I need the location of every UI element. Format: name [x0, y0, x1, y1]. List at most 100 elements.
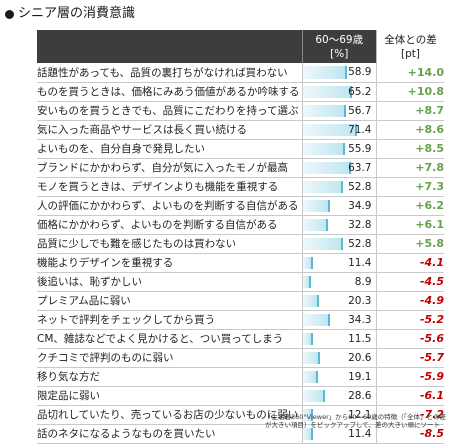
value-bar	[302, 351, 320, 364]
value-bar	[302, 370, 319, 383]
row-bar-cell: 11.5	[301, 329, 376, 349]
row-diff: +7.3	[375, 177, 444, 197]
row-bar-cell: 12.1	[301, 405, 376, 425]
row-diff: -8.5	[375, 424, 444, 444]
table-row: 移り気な方だ 19.1 -5.9	[37, 367, 444, 387]
row-label: 品切れしていたり、売っているお店の少ないものに弱い	[37, 405, 302, 425]
row-label: プレミアム品に弱い	[37, 291, 302, 311]
row-bar-cell: 52.8	[301, 234, 376, 254]
value-bar	[302, 237, 344, 250]
row-diff: +8.5	[375, 139, 444, 159]
row-value: 8.9	[354, 275, 372, 288]
table-row: 価格にかかわらず、よいものを判断する自信がある 32.8 +6.1	[37, 215, 444, 235]
page-title: シニア層の消費意識	[5, 3, 135, 25]
row-value: 58.9	[348, 66, 372, 78]
page-title-text: シニア層の消費意識	[18, 6, 136, 21]
table-row: ブランドにかかわらず、自分が気に入ったモノが最高 63.7 +7.8	[37, 158, 444, 178]
table-row: 安いものを買うときでも、品質にこだわりを持って選ぶ 56.7 +8.7	[37, 101, 444, 121]
table-row: 品質に少しでも難を感じたものは買わない 52.8 +5.8	[37, 234, 444, 254]
value-bar	[302, 180, 344, 193]
row-label: よいものを、自分自身で発見したい	[37, 139, 302, 159]
table-row: クチコミで評判のものに弱い 20.6 -5.7	[37, 348, 444, 368]
value-bar	[302, 199, 330, 212]
header-age-unit: [%]	[330, 47, 349, 60]
row-diff: -6.1	[375, 386, 444, 406]
row-label: ブランドにかかわらず、自分が気に入ったモノが最高	[37, 158, 302, 178]
row-diff: +14.0	[375, 63, 444, 83]
row-label: CM、雑誌などでよく見かけると、つい買ってしまう	[37, 329, 302, 349]
value-bar	[302, 218, 329, 231]
table-header-row: 60～69歳 [%] 全体との差 [pt]	[37, 30, 444, 63]
row-bar-cell: 65.2	[301, 82, 376, 102]
row-diff: +5.8	[375, 234, 444, 254]
row-diff: +10.8	[375, 82, 444, 102]
row-bar-cell: 32.8	[301, 215, 376, 235]
table-row: ものを買うときは、価格にみあう価値があるか吟味する 65.2 +10.8	[37, 82, 444, 102]
table-row: ネットで評判をチェックしてから買う 34.3 -5.2	[37, 310, 444, 330]
row-bar-cell: 20.6	[301, 348, 376, 368]
table-row: 話題性があっても、品質の裏打ちがなければ買わない 58.9 +14.0	[37, 63, 444, 83]
row-value: 34.3	[348, 313, 372, 326]
value-bar	[302, 85, 353, 98]
table-row: よいものを、自分自身で発見したい 55.9 +8.5	[37, 139, 444, 159]
row-label: ものを買うときは、価格にみあう価値があるか吟味する	[37, 82, 302, 102]
row-diff: +8.6	[375, 120, 444, 140]
row-label: 品質に少しでも難を感じたものは買わない	[37, 234, 302, 254]
row-diff: +8.7	[375, 101, 444, 121]
row-value: 12.1	[348, 408, 372, 421]
row-label: 移り気な方だ	[37, 367, 302, 387]
table-row: 品切れしていたり、売っているお店の少ないものに弱い 12.1 -7.2	[37, 405, 444, 425]
row-value: 52.8	[348, 237, 372, 250]
value-bar	[302, 332, 313, 345]
row-value: 11.4	[348, 256, 372, 269]
table-row: 話のネタになるようなものを買いたい 11.4 -8.5	[37, 424, 444, 444]
row-diff: +6.2	[375, 196, 444, 216]
row-bar-cell: 52.8	[301, 177, 376, 197]
value-bar	[302, 389, 326, 402]
row-bar-cell: 20.3	[301, 291, 376, 311]
table-row: モノを買うときは、デザインよりも機能を重視する 52.8 +7.3	[37, 177, 444, 197]
header-diff: 全体との差 [pt]	[376, 30, 444, 63]
row-bar-cell: 8.9	[301, 272, 376, 292]
value-bar	[302, 408, 314, 421]
row-bar-cell: 11.4	[301, 252, 376, 273]
source-note: 「生活者360°Viewer」から60～69歳の特徴（「全体」との差が大きい項目…	[265, 413, 446, 429]
row-value: 34.9	[348, 199, 372, 212]
row-label: 気に入った商品やサービスは長く買い続ける	[37, 120, 302, 140]
value-bar	[302, 294, 320, 307]
row-diff: -4.9	[375, 291, 444, 311]
value-bar	[302, 427, 313, 440]
row-bar-cell: 56.7	[301, 101, 376, 121]
row-label: クチコミで評判のものに弱い	[37, 348, 302, 368]
table-row: 機能よりデザインを重視する 11.4 -4.1	[37, 252, 444, 273]
table-row: プレミアム品に弱い 20.3 -4.9	[37, 291, 444, 311]
row-value: 11.4	[348, 427, 372, 440]
row-value: 55.9	[348, 142, 372, 155]
value-bar	[302, 123, 357, 136]
row-value: 19.1	[348, 370, 372, 383]
header-age-label: 60～69歳	[315, 33, 364, 46]
table-row: 限定品に弱い 28.6 -6.1	[37, 386, 444, 406]
row-label: 話題性があっても、品質の裏打ちがなければ買わない	[37, 63, 302, 83]
row-bar-cell: 58.9	[301, 63, 376, 83]
value-bar	[302, 66, 348, 79]
row-diff: -5.7	[375, 348, 444, 368]
row-diff: +7.8	[375, 158, 444, 178]
bullet-icon	[5, 9, 14, 19]
row-diff: -5.9	[375, 367, 444, 387]
row-label: 後追いは、恥ずかしい	[37, 272, 302, 292]
row-label: モノを買うときは、デザインよりも機能を重視する	[37, 177, 302, 197]
consumption-table: 60～69歳 [%] 全体との差 [pt] 話題性があっても、品質の裏打ちがなけ…	[37, 30, 444, 444]
value-bar	[302, 161, 351, 174]
table-row: 気に入った商品やサービスは長く買い続ける 71.4 +8.6	[37, 120, 444, 140]
row-value: 52.8	[348, 180, 372, 193]
row-label: 機能よりデザインを重視する	[37, 252, 302, 273]
row-bar-cell: 34.9	[301, 196, 376, 216]
row-bar-cell: 34.3	[301, 310, 376, 330]
table-row: 人の評価にかかわらず、よいものを判断する自信がある 34.9 +6.2	[37, 196, 444, 216]
row-diff: +6.1	[375, 215, 444, 235]
row-value: 28.6	[348, 389, 372, 402]
header-diff-unit: [pt]	[401, 47, 420, 60]
row-value: 11.5	[348, 332, 372, 345]
row-bar-cell: 71.4	[301, 120, 376, 140]
